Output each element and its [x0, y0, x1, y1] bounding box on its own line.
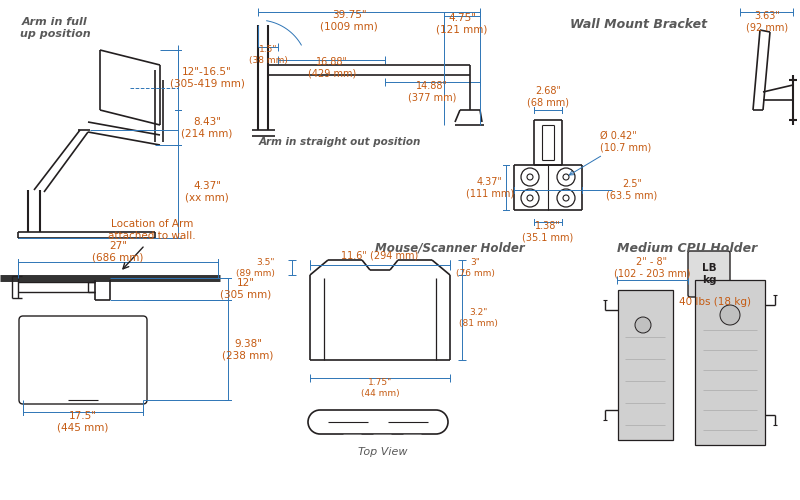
Text: 3.5"
(89 mm): 3.5" (89 mm): [236, 258, 275, 278]
Text: 9.38"
(238 mm): 9.38" (238 mm): [222, 339, 274, 361]
Text: 17.5"
(445 mm): 17.5" (445 mm): [58, 411, 109, 433]
Circle shape: [720, 305, 740, 325]
Text: 4.75"
(121 mm): 4.75" (121 mm): [436, 13, 488, 35]
Bar: [618, 290, 673, 440]
Text: 12"-16.5"
(305-419 mm): 12"-16.5" (305-419 mm): [170, 67, 245, 89]
Text: 2.5"
(63.5 mm): 2.5" (63.5 mm): [606, 179, 658, 201]
Text: 3"
(76 mm): 3" (76 mm): [455, 258, 494, 278]
Text: Ø 0.42"
(10.7 mm): Ø 0.42" (10.7 mm): [570, 130, 651, 175]
Text: 27"
(686 mm): 27" (686 mm): [92, 241, 144, 263]
Text: 40 lbs (18 kg): 40 lbs (18 kg): [679, 297, 751, 307]
Text: Arm in straight out position: Arm in straight out position: [259, 137, 421, 147]
Text: Location of Arm
attached to wall.: Location of Arm attached to wall.: [108, 219, 196, 241]
Text: 39.75"
(1009 mm): 39.75" (1009 mm): [320, 10, 378, 32]
Text: 3.2"
(81 mm): 3.2" (81 mm): [458, 308, 498, 328]
Text: LB
kg: LB kg: [702, 263, 716, 285]
Text: Arm in full
up position: Arm in full up position: [20, 17, 90, 39]
Text: 2" - 8"
(102 - 203 mm): 2" - 8" (102 - 203 mm): [614, 257, 690, 279]
Circle shape: [635, 317, 651, 333]
Text: 2.68"
(68 mm): 2.68" (68 mm): [527, 86, 569, 108]
FancyBboxPatch shape: [688, 251, 730, 297]
Text: 4.37"
(xx mm): 4.37" (xx mm): [185, 181, 229, 203]
Text: 3.63"
(92 mm): 3.63" (92 mm): [746, 11, 788, 33]
Bar: [695, 280, 765, 445]
Text: Top View: Top View: [358, 447, 408, 457]
Text: Wall Mount Bracket: Wall Mount Bracket: [570, 18, 707, 30]
Text: Medium CPU Holder: Medium CPU Holder: [617, 242, 758, 254]
Text: 11.6" (294 mm): 11.6" (294 mm): [342, 250, 418, 260]
Text: 4.37"
(111 mm): 4.37" (111 mm): [466, 177, 514, 199]
Text: 1.38"
(35.1 mm): 1.38" (35.1 mm): [522, 221, 574, 243]
Text: Mouse/Scanner Holder: Mouse/Scanner Holder: [375, 242, 525, 254]
Text: 16.88"
(429 mm): 16.88" (429 mm): [308, 57, 356, 79]
Text: 1.5"
(38 mm): 1.5" (38 mm): [249, 46, 287, 64]
Text: 8.43"
(214 mm): 8.43" (214 mm): [182, 117, 233, 139]
Text: 1.75"
(44 mm): 1.75" (44 mm): [361, 378, 399, 398]
Text: 12"
(305 mm): 12" (305 mm): [220, 278, 272, 300]
Text: 14.88"
(377 mm): 14.88" (377 mm): [408, 81, 456, 103]
